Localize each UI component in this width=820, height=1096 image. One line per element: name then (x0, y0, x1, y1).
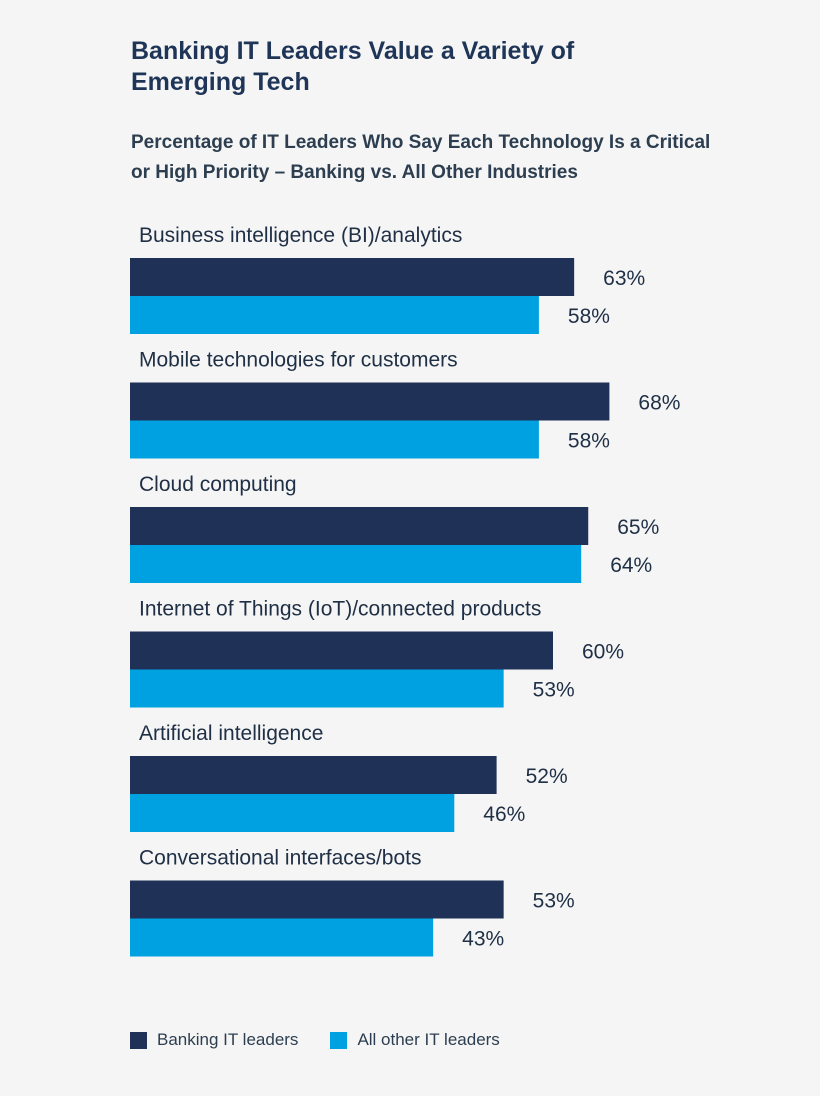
bar-banking (130, 258, 575, 296)
bar-banking (130, 880, 504, 919)
value-label-other: 53% (533, 679, 575, 702)
value-label-banking: 60% (582, 641, 624, 664)
category-label: Cloud computing (139, 473, 297, 496)
value-label-banking: 63% (603, 267, 645, 290)
value-label-other: 58% (568, 430, 610, 453)
value-label-other: 46% (483, 803, 525, 826)
legend-label-banking: Banking IT leaders (157, 1030, 299, 1049)
value-label-other: 64% (610, 554, 652, 577)
legend-swatch-banking (130, 1031, 147, 1049)
bar-other (130, 420, 539, 459)
bar-other (130, 669, 504, 708)
bar-chart: Business intelligence (BI)/analytics 63% 5… (130, 224, 680, 957)
bar-other (130, 794, 455, 832)
category-label: Business intelligence (BI)/analytics (139, 224, 462, 247)
bar-banking (130, 507, 589, 545)
value-label-banking: 53% (533, 890, 575, 913)
category-label: Conversational interfaces/bots (139, 847, 422, 870)
bar-other (130, 918, 434, 957)
value-label-banking: 68% (638, 392, 680, 415)
value-label-other: 58% (568, 305, 610, 328)
category-label: Internet of Things (IoT)/connected produ… (139, 598, 541, 621)
value-label-banking: 52% (526, 765, 568, 788)
category-label: Mobile technologies for customers (139, 349, 458, 372)
bar-other (130, 545, 582, 583)
legend-swatch-other (330, 1031, 348, 1049)
bar-banking (130, 382, 610, 421)
category-label: Artificial intelligence (139, 722, 323, 745)
bar-other (130, 296, 539, 334)
legend-item-other: All other IT leaders (330, 1030, 500, 1050)
chart-title: Banking IT Leaders Value a Variety of Em… (131, 37, 575, 96)
bar-banking (130, 756, 497, 794)
bar-banking (130, 631, 553, 670)
legend-item-banking: Banking IT leaders (130, 1030, 298, 1050)
legend-label-other: All other IT leaders (357, 1030, 500, 1049)
value-label-banking: 65% (617, 516, 659, 539)
chart-subtitle: Percentage of IT Leaders Who Say Each Te… (131, 132, 711, 183)
legend: Banking IT leaders All other IT leaders (130, 1030, 532, 1050)
value-label-other: 43% (462, 928, 504, 951)
